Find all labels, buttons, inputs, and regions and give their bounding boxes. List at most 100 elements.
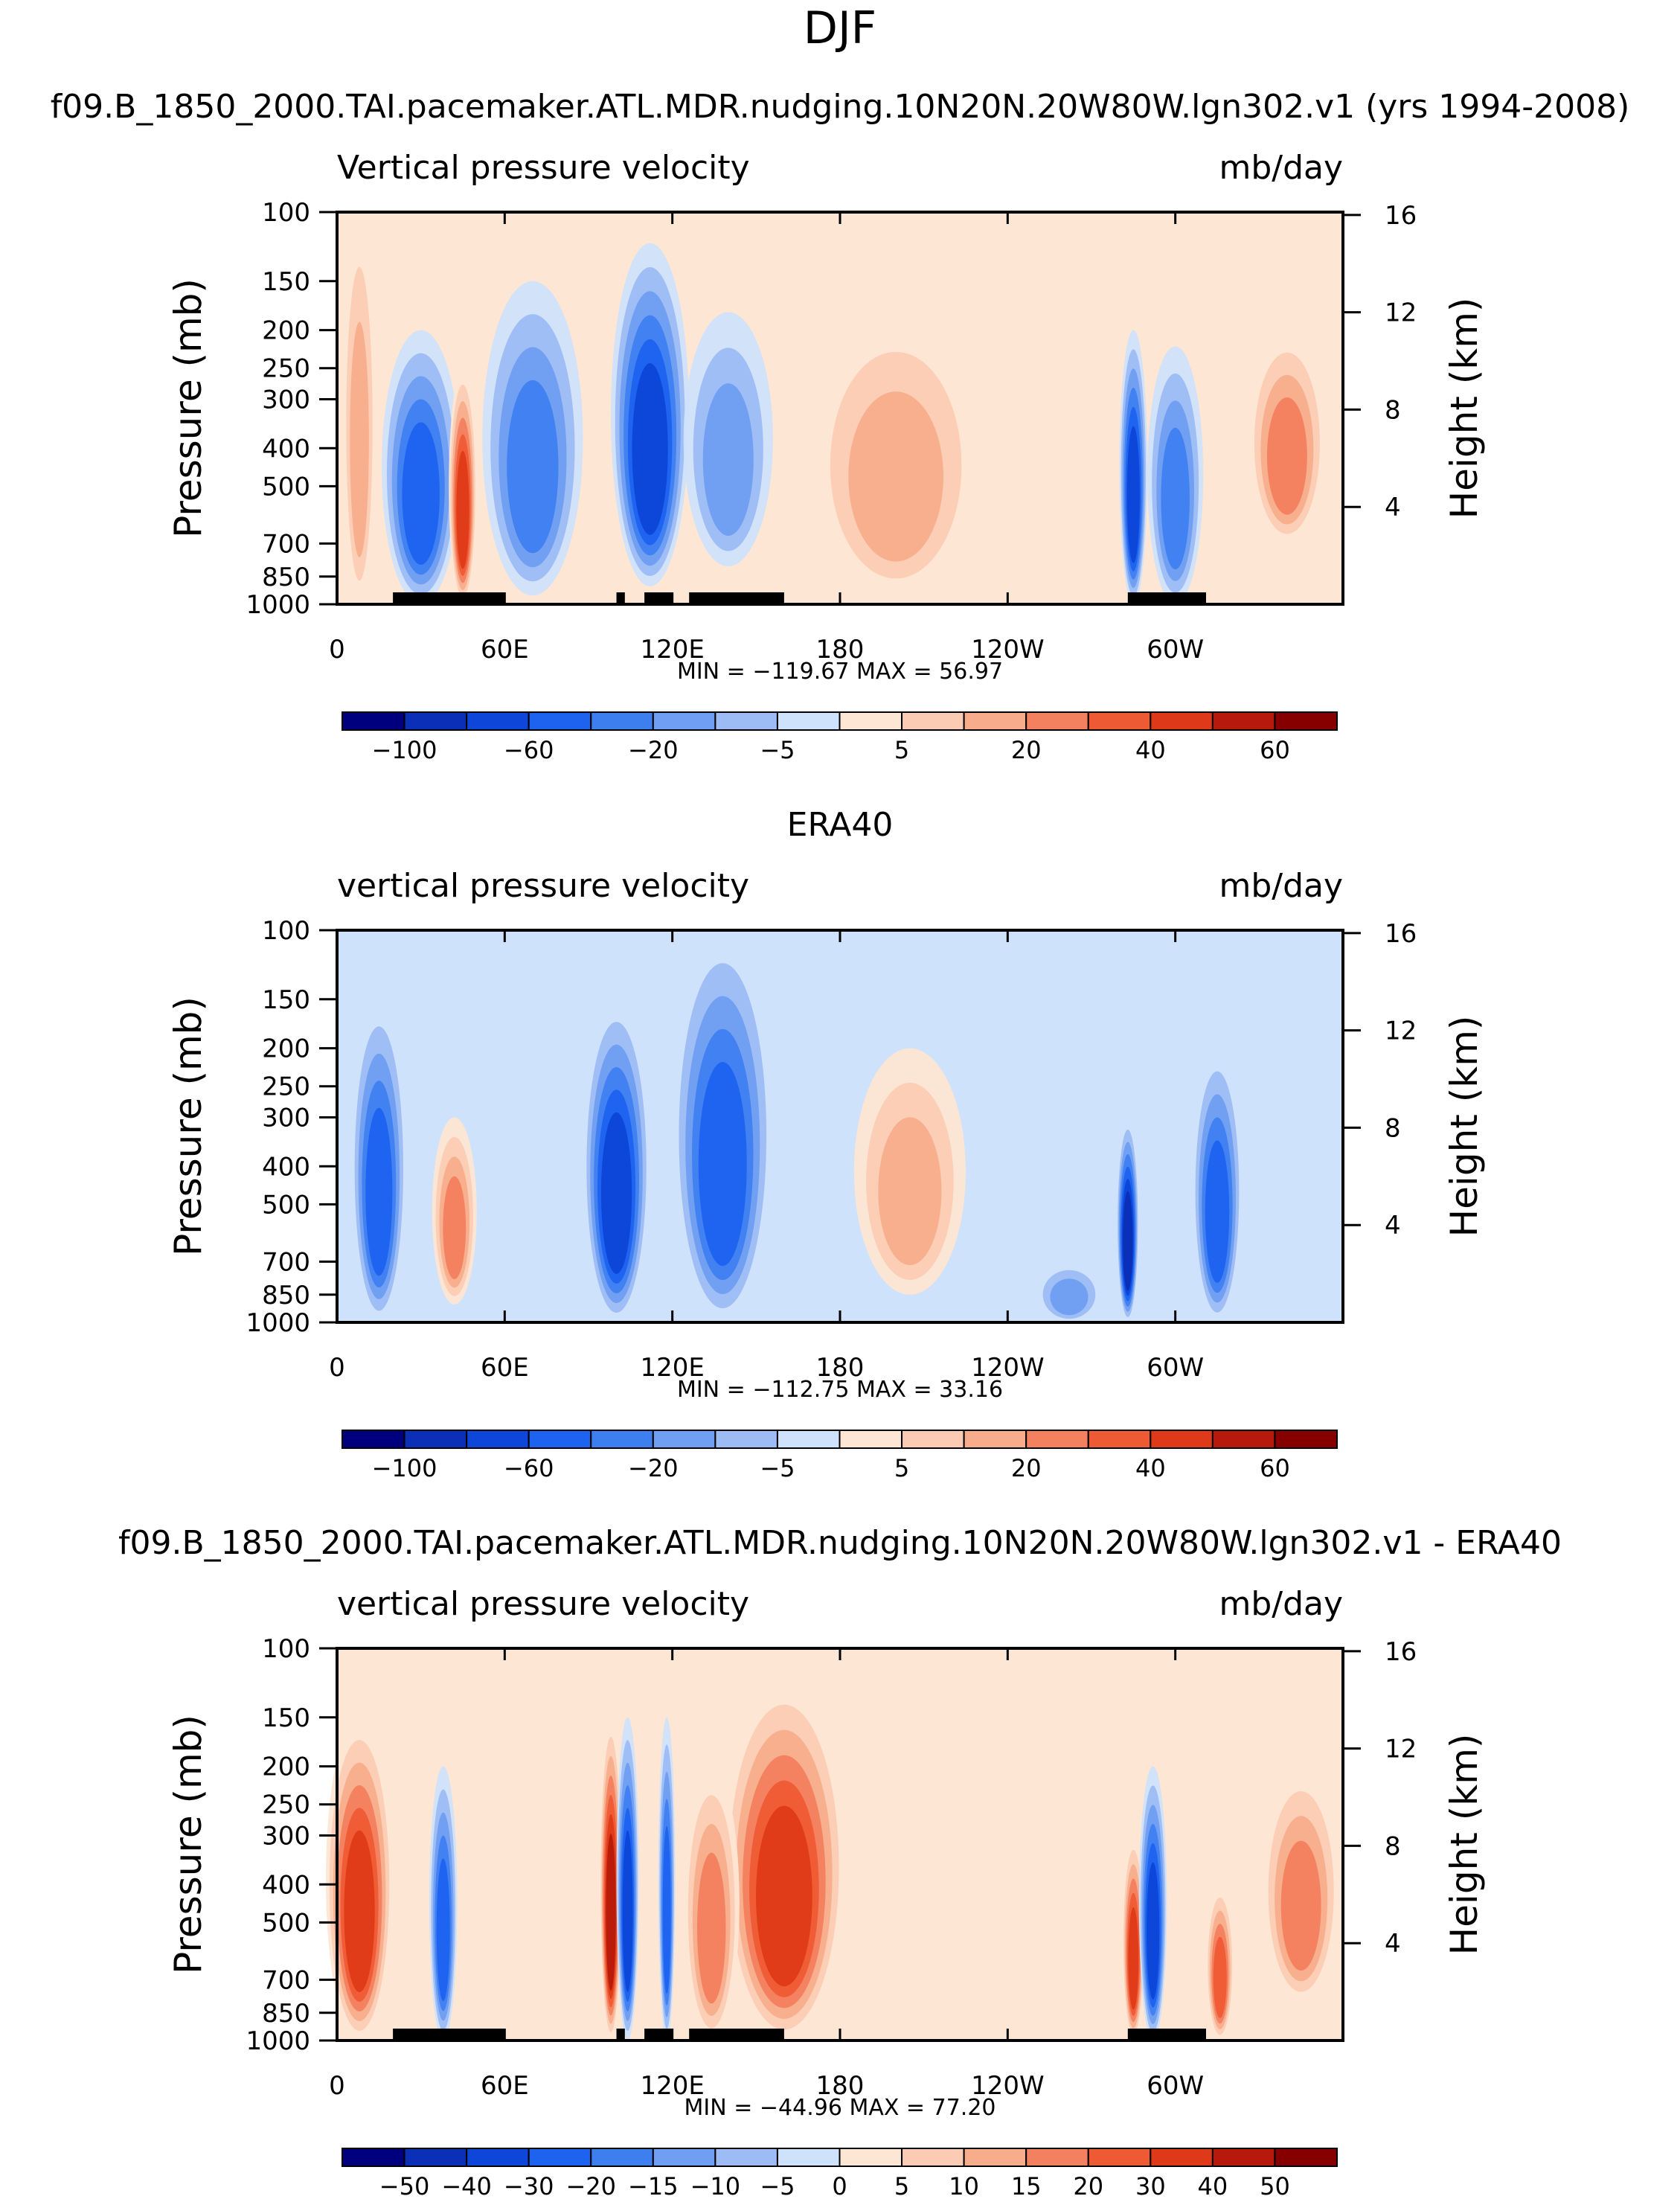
y-tick-label: 400 bbox=[262, 1152, 310, 1182]
colorbar-box-14 bbox=[1150, 711, 1213, 731]
topography-block-4 bbox=[644, 2029, 673, 2040]
colorbar-label: 0 bbox=[832, 2172, 847, 2196]
contour-fill-10-5 bbox=[1213, 1936, 1227, 2018]
y-tick-label: 700 bbox=[262, 1965, 310, 1995]
colorbar-box-7 bbox=[714, 1430, 778, 1449]
x-tick-label: 60E bbox=[481, 2071, 529, 2101]
y-tick-label: 500 bbox=[262, 1908, 310, 1938]
y-tick-label: 1000 bbox=[246, 590, 310, 620]
colorbar-box-6 bbox=[652, 1430, 716, 1449]
topography-block-3 bbox=[616, 2029, 625, 2040]
topography-block-2 bbox=[420, 2029, 440, 2040]
colorbar-box-2 bbox=[403, 1430, 468, 1449]
x-tick-label: 120E bbox=[640, 2071, 704, 2101]
contour-fill-3-7 bbox=[606, 1834, 616, 1991]
contour-fill-5-5 bbox=[662, 1825, 671, 1994]
topography-block-5 bbox=[689, 592, 784, 604]
colorbar-box-4 bbox=[528, 711, 592, 731]
colorbar-box-9 bbox=[839, 2148, 903, 2167]
colorbar-box-15 bbox=[1211, 711, 1276, 731]
contour-fill-10-4 bbox=[1266, 397, 1307, 515]
colorbar-box-14 bbox=[1150, 1430, 1213, 1449]
min-max-label: MIN = −44.96 MAX = 77.20 bbox=[684, 2095, 996, 2121]
colorbar-label: −60 bbox=[504, 1454, 554, 1482]
colorbar-label: −20 bbox=[628, 736, 679, 764]
colorbar-box-6 bbox=[652, 711, 716, 731]
contour-fill-2-4 bbox=[443, 1176, 467, 1279]
panel-title: f09.B_1850_2000.TAI.pacemaker.ATL.MDR.nu… bbox=[51, 88, 1630, 126]
y2-tick-label: 4 bbox=[1385, 1211, 1401, 1241]
colorbar-box-10 bbox=[901, 2148, 965, 2167]
colorbar-label: −15 bbox=[628, 2172, 679, 2196]
colorbar-box-5 bbox=[590, 2148, 654, 2167]
x-tick-label: 180 bbox=[816, 2071, 865, 2101]
colorbar-box-12 bbox=[1025, 1430, 1089, 1449]
contour-fill-3-6 bbox=[456, 450, 469, 569]
y-tick-label: 400 bbox=[262, 434, 310, 464]
colorbar-label: 5 bbox=[894, 1454, 909, 1482]
min-max-label: MIN = −112.75 MAX = 33.16 bbox=[677, 1377, 1003, 1403]
x-tick-label: 180 bbox=[816, 635, 865, 665]
contour-fill-1-6 bbox=[344, 1830, 375, 1992]
colorbar-box-11 bbox=[963, 2148, 1027, 2167]
x-tick-label: 0 bbox=[329, 2071, 345, 2101]
colorbar-box-2 bbox=[403, 711, 468, 731]
contour-fill-7-3 bbox=[848, 391, 943, 562]
topography-block-3 bbox=[616, 592, 625, 604]
y2-tick-label: 12 bbox=[1385, 298, 1417, 328]
y2-tick-label: 16 bbox=[1385, 1637, 1417, 1667]
colorbar-box-12 bbox=[1025, 2148, 1089, 2167]
x-tick-label: 60E bbox=[481, 635, 529, 665]
colorbar-label: 5 bbox=[894, 736, 909, 764]
colorbar-box-14 bbox=[1150, 2148, 1213, 2167]
colorbar-label: 40 bbox=[1198, 2172, 1228, 2196]
y2-tick-label: 16 bbox=[1385, 201, 1417, 231]
y2-tick-label: 8 bbox=[1385, 1831, 1401, 1861]
contour-fill-8-6 bbox=[1128, 1907, 1139, 2010]
y-tick-label: 200 bbox=[262, 1034, 310, 1064]
units-string: mb/day bbox=[1219, 149, 1343, 187]
colorbar-box-9 bbox=[839, 711, 903, 731]
colorbar-label: −40 bbox=[441, 2172, 492, 2196]
contour-fill-7-5 bbox=[1205, 1140, 1230, 1283]
colorbar-box-4 bbox=[528, 2148, 592, 2167]
colorbar-box-12 bbox=[1025, 711, 1089, 731]
y-tick-label: 400 bbox=[262, 1870, 310, 1900]
colorbar-box-5 bbox=[590, 1430, 654, 1449]
colorbar-label: −5 bbox=[760, 2172, 795, 2196]
colorbar-label: 10 bbox=[949, 2172, 979, 2196]
topography-block-1 bbox=[393, 592, 505, 604]
colorbar-label: −100 bbox=[372, 736, 437, 764]
colorbar-box-1 bbox=[342, 1430, 405, 1449]
colorbar-label: 20 bbox=[1011, 736, 1042, 764]
colorbar-label: 5 bbox=[894, 2172, 909, 2196]
contour-fill-6-3 bbox=[702, 383, 754, 536]
topography-block-4 bbox=[644, 592, 673, 604]
contour-fill-7-4 bbox=[696, 1852, 726, 2004]
colorbar-box-3 bbox=[466, 2148, 530, 2167]
colorbar-label: 40 bbox=[1135, 1454, 1166, 1482]
colorbar-label: 15 bbox=[1011, 2172, 1042, 2196]
colorbar-label: −60 bbox=[504, 736, 554, 764]
x-tick-label: 120W bbox=[971, 1353, 1045, 1383]
colorbar-box-4 bbox=[528, 1430, 592, 1449]
colorbar-box-11 bbox=[963, 711, 1027, 731]
y-tick-label: 200 bbox=[262, 1753, 310, 1782]
colorbar-box-16 bbox=[1274, 1430, 1338, 1449]
colorbar-box-1 bbox=[342, 2148, 405, 2167]
colorbar-box-2 bbox=[403, 2148, 468, 2167]
x-tick-label: 60E bbox=[481, 1353, 529, 1383]
topography-block-6 bbox=[1127, 2029, 1206, 2040]
contour-fill-1-3 bbox=[350, 321, 369, 557]
colorbar-box-13 bbox=[1087, 1430, 1152, 1449]
topography-block-6 bbox=[1127, 592, 1206, 604]
colorbar-label: −20 bbox=[565, 2172, 616, 2196]
contour-fill-4-4 bbox=[507, 380, 559, 554]
y-tick-label: 500 bbox=[262, 1190, 310, 1220]
colorbar-label: −5 bbox=[760, 1454, 795, 1482]
colorbar-box-6 bbox=[652, 2148, 716, 2167]
x-tick-label: 0 bbox=[329, 635, 345, 665]
contour-fill-2-5 bbox=[436, 1858, 450, 2001]
contour-fill-8-3 bbox=[1050, 1278, 1089, 1316]
y-tick-label: 250 bbox=[262, 1072, 310, 1102]
